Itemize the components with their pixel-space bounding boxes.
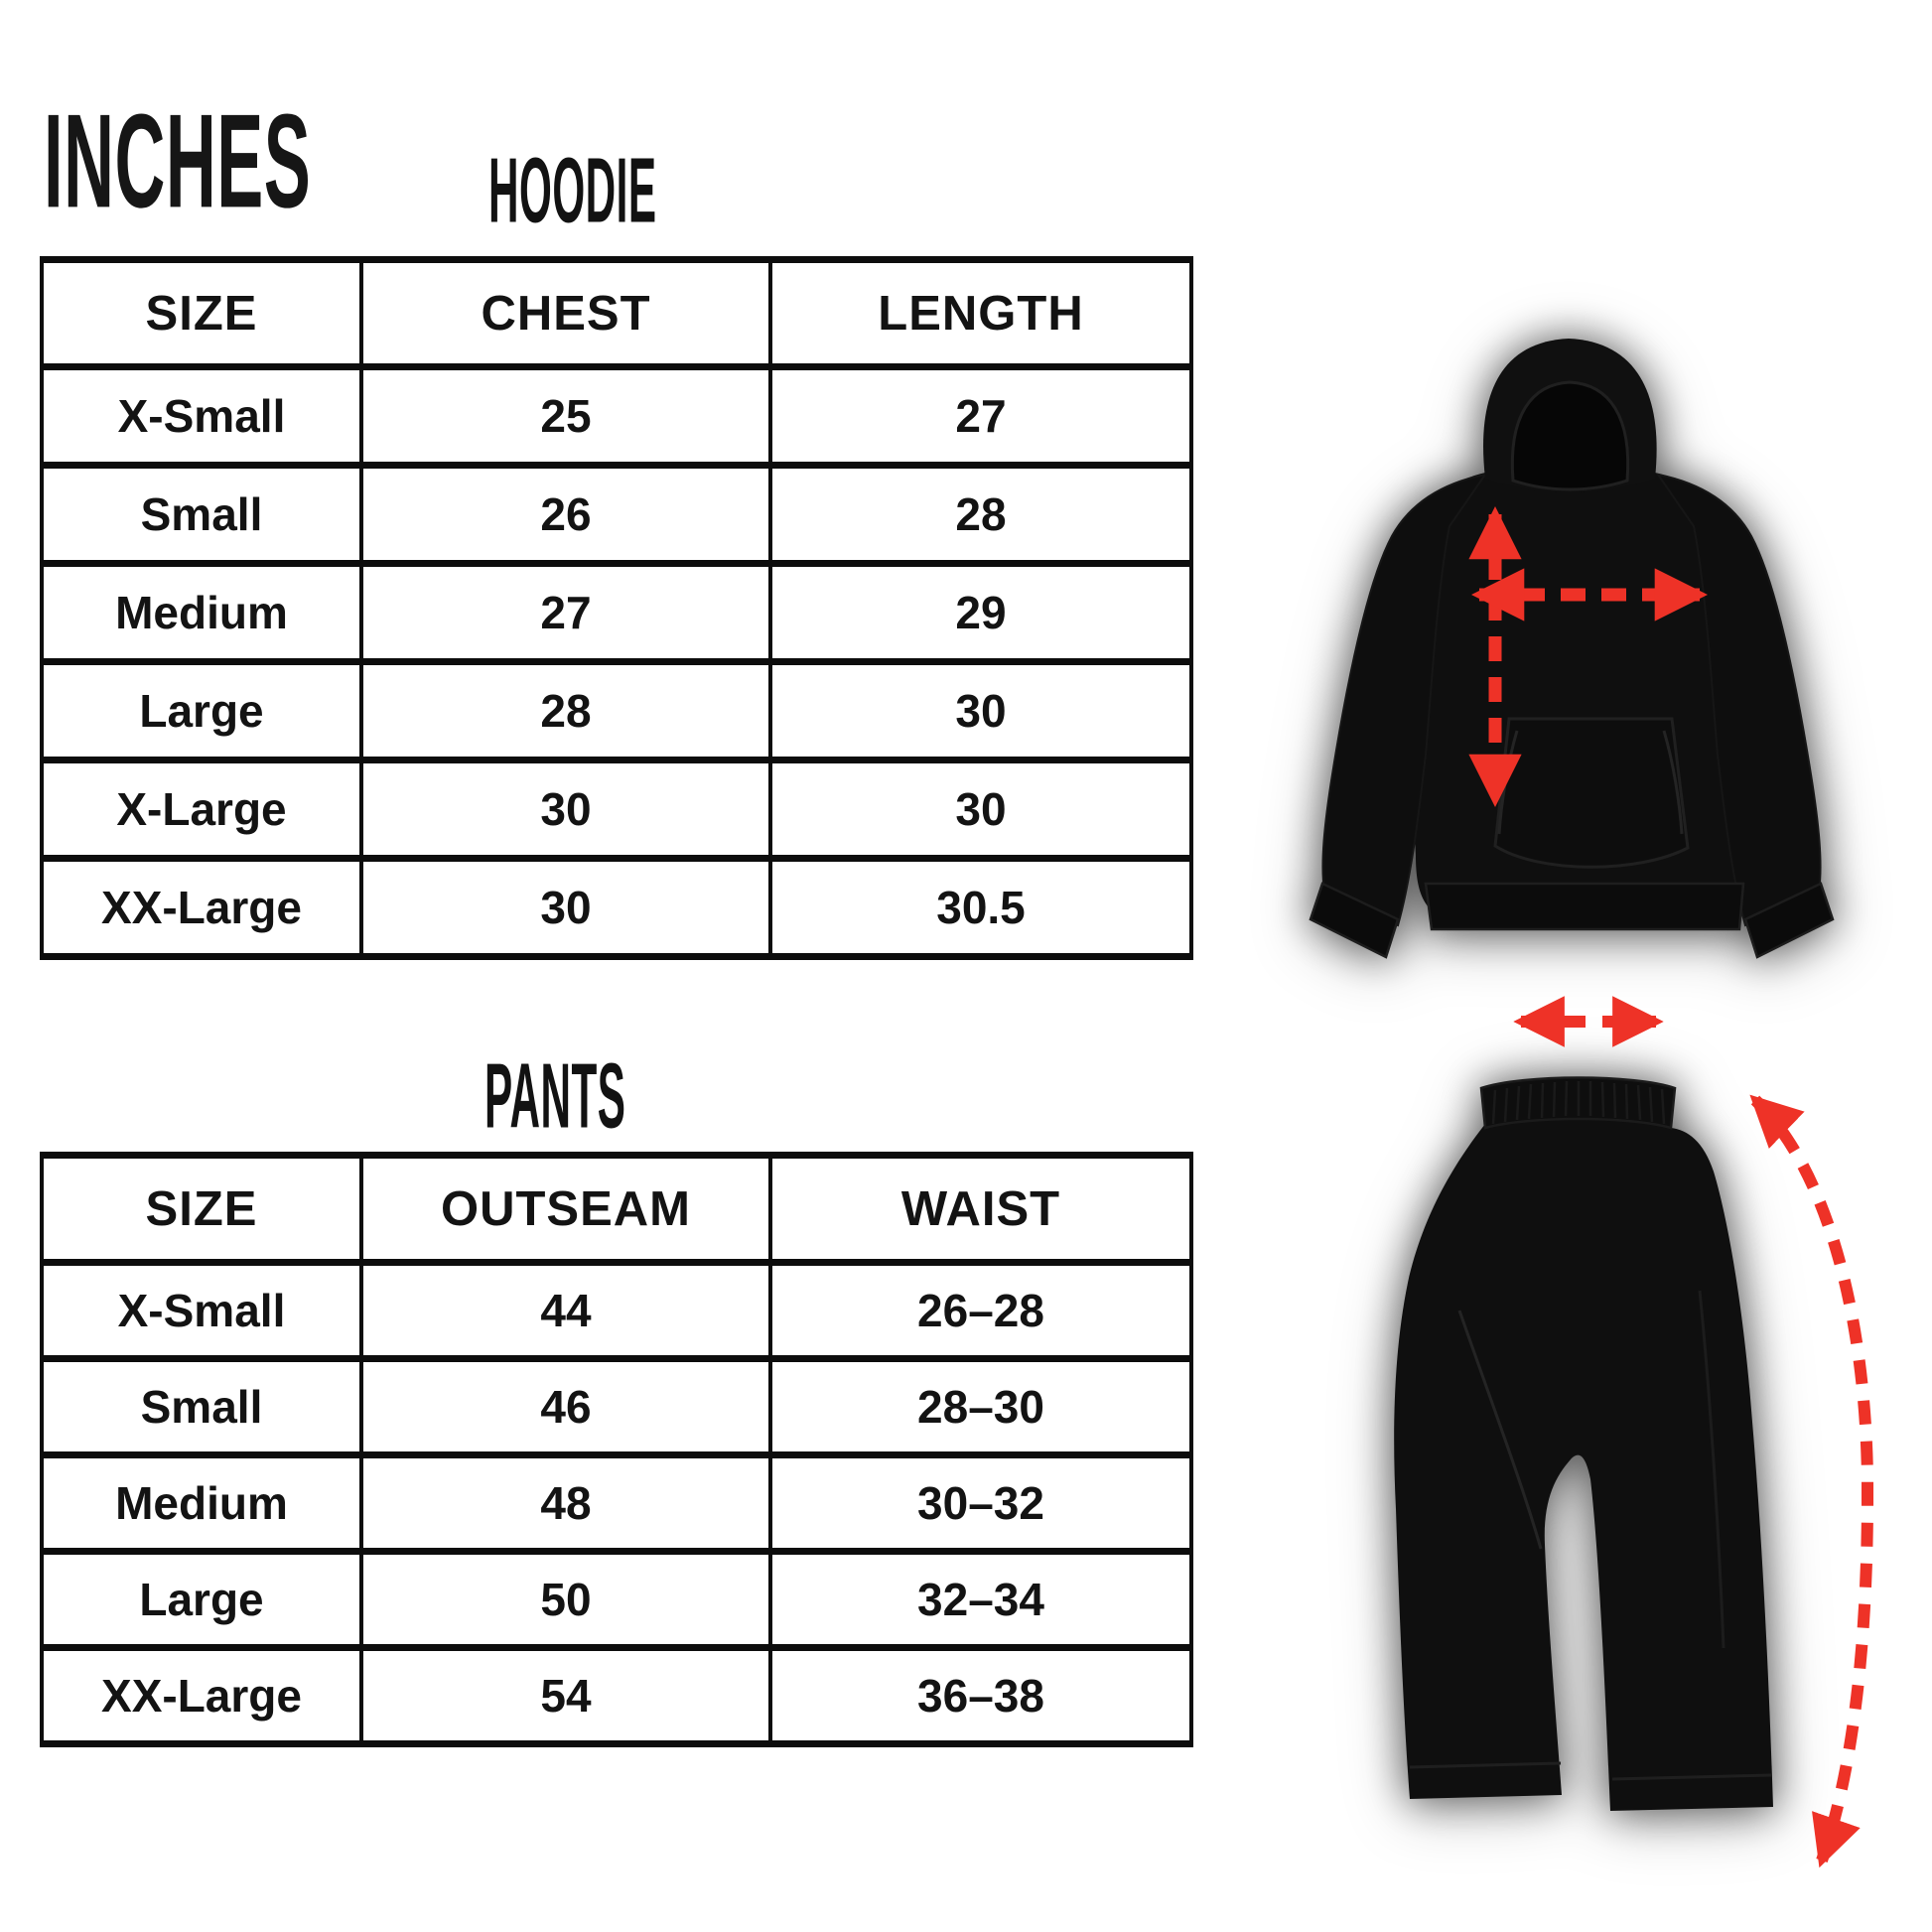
waist-cell: 32–34: [768, 1548, 1193, 1651]
chest-cell: 26: [359, 462, 772, 567]
chest-cell: 25: [359, 363, 772, 469]
size-cell: Large: [40, 658, 363, 763]
chest-cell: 28: [359, 658, 772, 763]
size-cell: XX-Large: [40, 855, 363, 960]
hoodie-figure: [1309, 339, 1835, 959]
size-cell: Small: [40, 462, 363, 567]
pants-size-table: SIZE OUTSEAM WAIST X-Small 44 26–28 Smal…: [40, 1152, 1193, 1747]
waist-cell: 30–32: [768, 1451, 1193, 1555]
hoodie-section-title: HOODIE: [488, 138, 657, 242]
pants-header-row: SIZE OUTSEAM WAIST: [40, 1152, 1193, 1266]
size-cell: Medium: [40, 1451, 363, 1555]
hoodie-header-length: LENGTH: [768, 256, 1193, 370]
length-cell: 28: [768, 462, 1193, 567]
length-cell: 27: [768, 363, 1193, 469]
units-title: INCHES: [44, 86, 312, 236]
pants-figure: [1394, 996, 1874, 1868]
pants-section-title: PANTS: [484, 1043, 626, 1148]
pants-header-waist: WAIST: [768, 1152, 1193, 1266]
chest-cell: 27: [359, 560, 772, 665]
hoodie-illustration: [1309, 339, 1835, 959]
chest-cell: 30: [359, 757, 772, 862]
size-cell: Large: [40, 1548, 363, 1651]
size-cell: X-Small: [40, 1259, 363, 1362]
size-cell: XX-Large: [40, 1644, 363, 1747]
hoodie-header-chest: CHEST: [359, 256, 772, 370]
pants-header-size: SIZE: [40, 1152, 363, 1266]
table-row: Medium 48 30–32: [40, 1451, 1193, 1555]
waist-cell: 36–38: [768, 1644, 1193, 1747]
outseam-cell: 48: [359, 1451, 772, 1555]
size-cell: Small: [40, 1355, 363, 1458]
waist-cell: 26–28: [768, 1259, 1193, 1362]
table-row: Small 46 28–30: [40, 1355, 1193, 1458]
length-cell: 30: [768, 757, 1193, 862]
outseam-cell: 44: [359, 1259, 772, 1362]
waist-cell: 28–30: [768, 1355, 1193, 1458]
size-cell: X-Large: [40, 757, 363, 862]
outseam-cell: 46: [359, 1355, 772, 1458]
length-cell: 29: [768, 560, 1193, 665]
left-cuff: [1309, 882, 1400, 959]
table-row: Large 28 30: [40, 658, 1193, 763]
table-row: X-Small 44 26–28: [40, 1259, 1193, 1362]
table-row: Medium 27 29: [40, 560, 1193, 665]
right-cuff: [1743, 882, 1835, 959]
pants-header-outseam: OUTSEAM: [359, 1152, 772, 1266]
chest-cell: 30: [359, 855, 772, 960]
table-row: XX-Large 30 30.5: [40, 855, 1193, 960]
table-row: X-Large 30 30: [40, 757, 1193, 862]
size-cell: Medium: [40, 560, 363, 665]
hoodie-header-row: SIZE CHEST LENGTH: [40, 256, 1193, 370]
outseam-cell: 54: [359, 1644, 772, 1747]
length-cell: 30.5: [768, 855, 1193, 960]
length-cell: 30: [768, 658, 1193, 763]
outseam-cell: 50: [359, 1548, 772, 1651]
hoodie-size-table: SIZE CHEST LENGTH X-Small 25 27 Small 26…: [40, 256, 1193, 960]
table-row: Small 26 28: [40, 462, 1193, 567]
table-row: Large 50 32–34: [40, 1548, 1193, 1651]
hoodie-header-size: SIZE: [40, 256, 363, 370]
outseam-curved-double-arrow-icon: [1749, 1094, 1874, 1868]
pants-illustration: [1394, 1076, 1773, 1811]
table-row: XX-Large 54 36–38: [40, 1644, 1193, 1747]
table-row: X-Small 25 27: [40, 363, 1193, 469]
size-cell: X-Small: [40, 363, 363, 469]
